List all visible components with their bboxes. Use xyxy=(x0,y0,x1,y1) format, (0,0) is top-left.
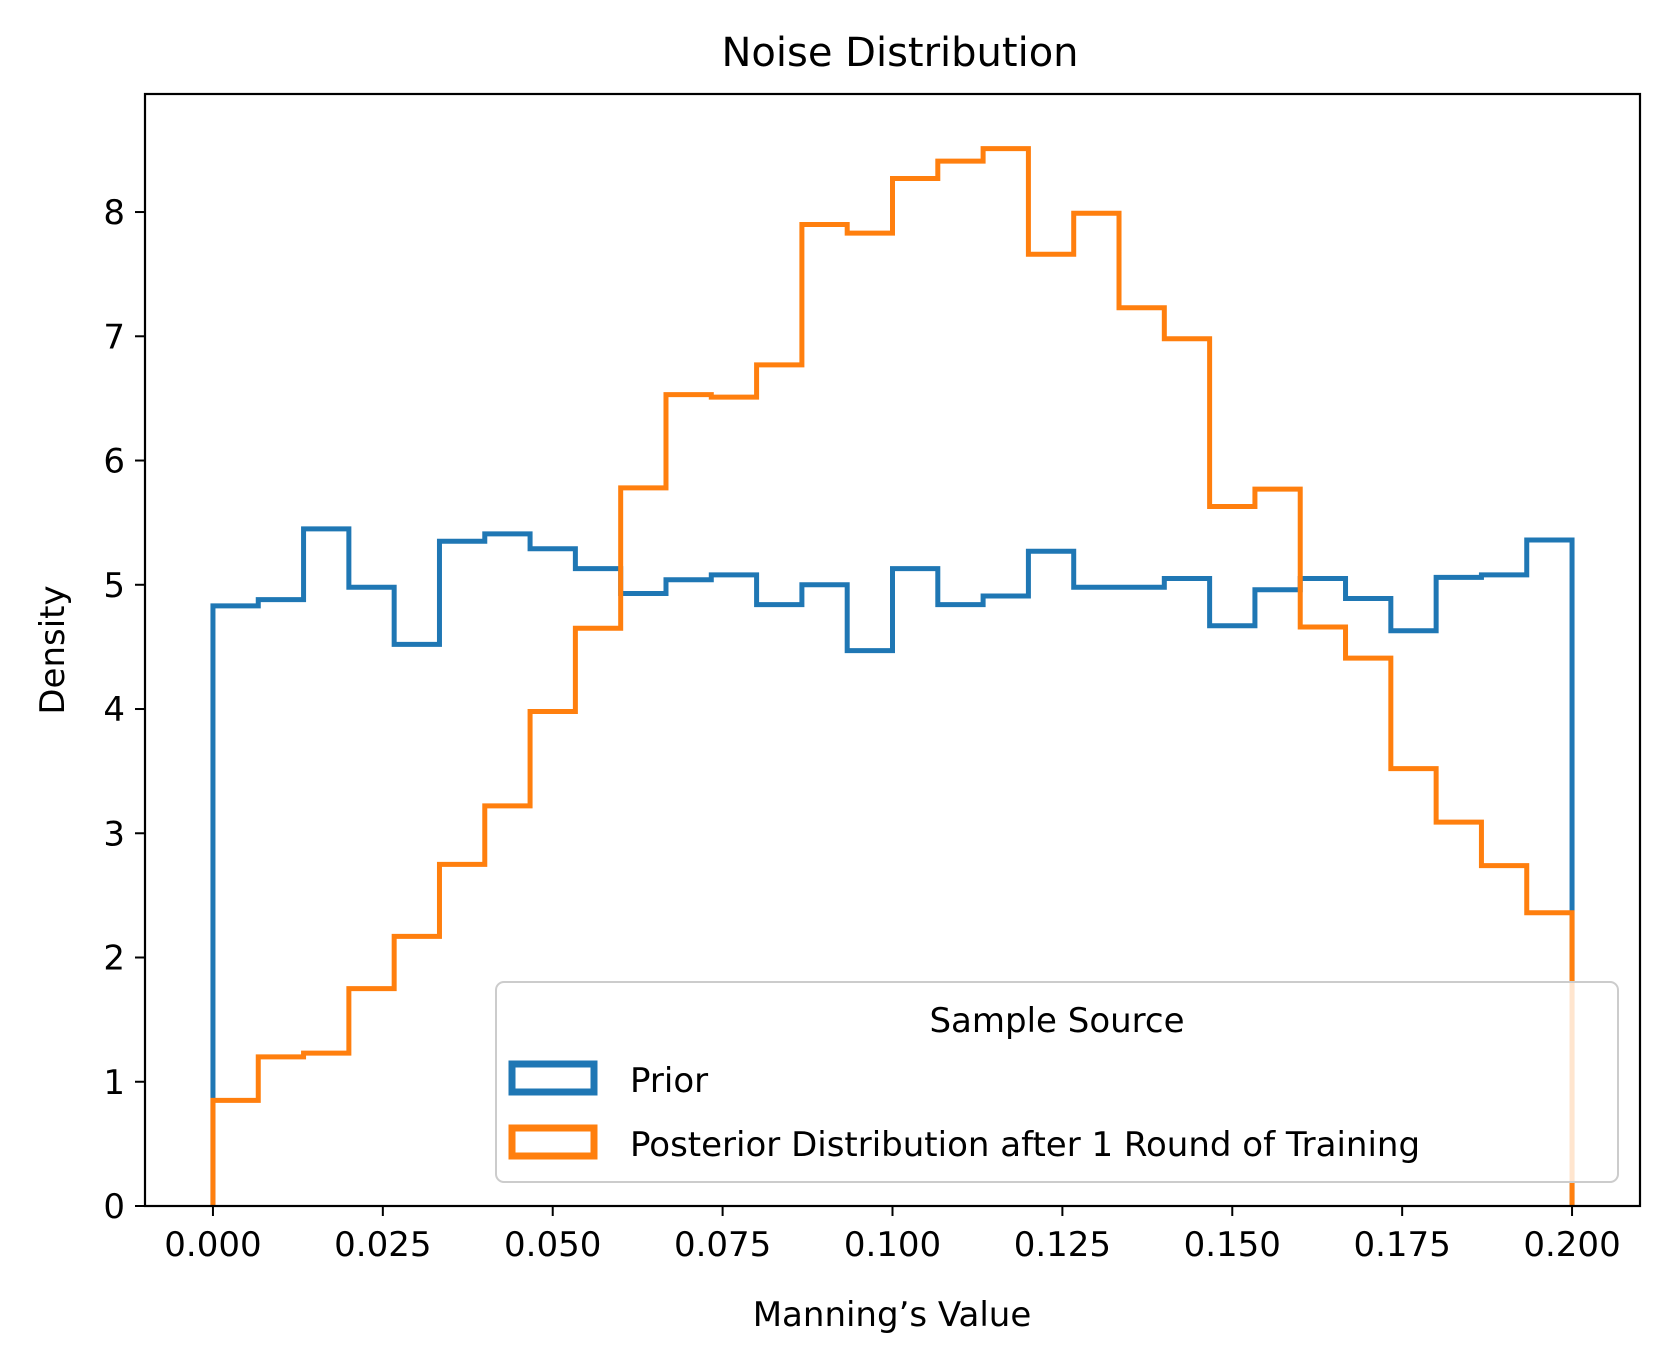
legend-box xyxy=(495,981,1619,1183)
x-tick-label: 0.000 xyxy=(164,1225,261,1265)
y-tick-label: 5 xyxy=(103,566,125,606)
y-tick-label: 4 xyxy=(103,690,125,730)
legend-label-prior: Prior xyxy=(630,1061,708,1101)
y-axis: 0 1 2 3 4 5 6 7 8 xyxy=(103,193,145,1227)
y-tick-label: 3 xyxy=(103,814,125,854)
y-tick-label: 2 xyxy=(103,939,125,979)
x-tick-label: 0.125 xyxy=(1014,1225,1111,1265)
legend-swatch-prior xyxy=(508,1060,598,1096)
series-layer xyxy=(210,146,1575,1206)
x-tick-label: 0.200 xyxy=(1523,1225,1620,1265)
x-tick-label: 0.075 xyxy=(674,1225,771,1265)
y-tick-label: 0 xyxy=(103,1187,125,1227)
x-tick-label: 0.150 xyxy=(1184,1225,1281,1265)
x-axis-label: Manning’s Value xyxy=(753,1295,1032,1335)
legend-label-posterior: Posterior Distribution after 1 Round of … xyxy=(630,1125,1420,1165)
legend-title: Sample Source xyxy=(929,1001,1184,1041)
x-axis: 0.000 0.025 0.050 0.075 0.100 0.125 0.150 0.175… xyxy=(164,1206,1621,1265)
chart-title: Noise Distribution xyxy=(721,30,1078,76)
x-tick-label: 0.100 xyxy=(844,1225,941,1265)
legend: Sample Source Prior Posterior Distributi… xyxy=(495,981,1619,1183)
y-tick-label: 8 xyxy=(103,193,125,233)
legend-swatch-posterior xyxy=(508,1124,598,1160)
x-tick-label: 0.175 xyxy=(1353,1225,1450,1265)
y-tick-label: 6 xyxy=(103,442,125,482)
x-tick-label: 0.050 xyxy=(504,1225,601,1265)
y-axis-label: Density xyxy=(33,585,73,714)
x-tick-label: 0.025 xyxy=(334,1225,431,1265)
posterior-histogram-step xyxy=(210,146,1575,1206)
y-tick-label: 7 xyxy=(103,317,125,357)
y-tick-label: 1 xyxy=(103,1063,125,1103)
prior-histogram-step xyxy=(210,526,1575,1206)
